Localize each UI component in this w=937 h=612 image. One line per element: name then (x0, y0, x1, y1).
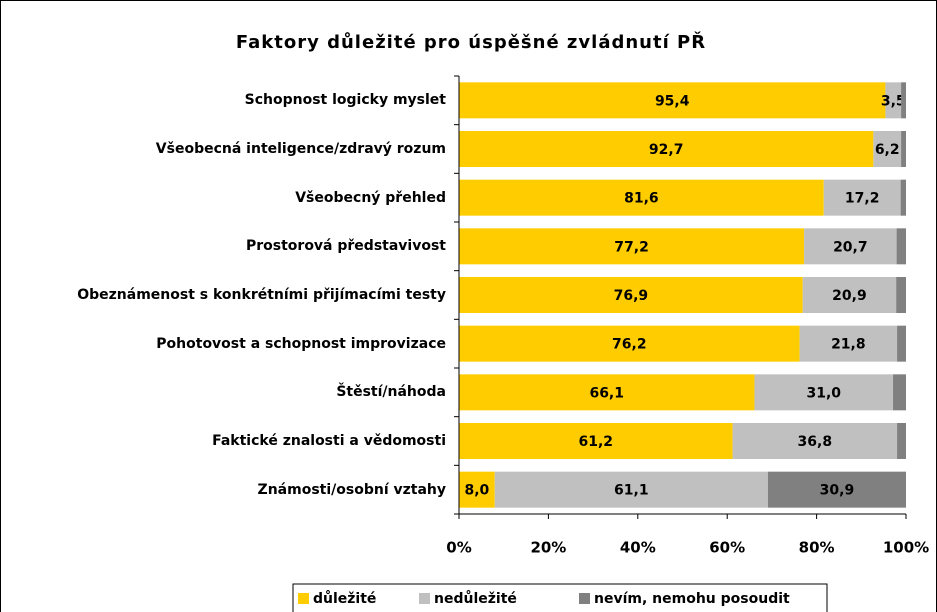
legend-swatch (579, 593, 590, 604)
category-label: Štěstí/náhoda (26, 370, 446, 414)
bar-segment (459, 228, 805, 265)
legend-swatch (419, 593, 430, 604)
category-label: Obeznámenost s konkrétními přijímacími t… (26, 273, 446, 317)
data-label: 21,8 (831, 337, 866, 353)
data-label: 6,2 (875, 142, 900, 158)
bar-segment (885, 82, 902, 119)
category-label: Prostorová představivost (26, 224, 446, 268)
legend-label: nevím, nemohu posoudit (594, 591, 790, 607)
chart-title: Faktory důležité pro úspěšné zvládnutí P… (236, 31, 706, 53)
bar-segment (732, 423, 898, 459)
legend-swatch (298, 593, 309, 604)
legend-label: důležité (313, 590, 376, 607)
data-label: 61,1 (614, 483, 649, 499)
bar-segment (802, 277, 897, 313)
x-tick-label: 60% (709, 539, 745, 557)
data-label: 36,8 (798, 434, 833, 450)
category-label: Pohotovost a schopnost improvizace (26, 322, 446, 366)
bar-segment (459, 277, 803, 313)
category-text: Obeznámenost s konkrétními přijímacími t… (77, 287, 446, 303)
data-label: 31,0 (806, 385, 841, 401)
bar-segment (754, 374, 894, 411)
data-label: 3,5 (881, 93, 906, 109)
category-text: Všeobecná inteligence/zdravý rozum (155, 141, 446, 157)
bar-segment (799, 325, 898, 362)
bar-segment (897, 423, 906, 459)
data-label: 30,9 (820, 483, 855, 499)
category-label: Všeobecná inteligence/zdravý rozum (26, 127, 446, 171)
category-text: Všeobecný přehled (295, 189, 446, 206)
x-tick-label: 0% (446, 539, 471, 557)
x-tick-label: 80% (799, 539, 835, 557)
data-label: 76,9 (614, 288, 649, 304)
data-label: 66,1 (589, 385, 624, 401)
x-tick-label: 20% (530, 539, 566, 557)
data-label: 20,7 (833, 239, 868, 255)
bar-segment (767, 471, 906, 508)
bar-segment (804, 228, 897, 265)
data-label: 17,2 (845, 191, 880, 207)
category-label: Známosti/osobní vztahy (26, 468, 446, 512)
legend-box (292, 583, 828, 612)
bar-segment (893, 374, 906, 411)
bar-segment (459, 82, 886, 119)
legend-label: nedůležité (434, 590, 517, 607)
category-text: Faktické znalosti a vědomosti (212, 433, 446, 449)
category-label: Schopnost logicky myslet (26, 78, 446, 122)
category-text: Pohotovost a schopnost improvizace (156, 335, 446, 352)
bar-segment (897, 325, 906, 362)
category-text: Prostorová představivost (245, 238, 446, 255)
data-label: 61,2 (579, 434, 614, 450)
data-label: 77,2 (614, 239, 649, 255)
data-label: 92,7 (649, 142, 684, 158)
bar-segment (494, 471, 768, 508)
bar-segment (459, 179, 824, 216)
category-text: Známosti/osobní vztahy (257, 481, 446, 498)
bar-segment (459, 423, 733, 459)
data-label: 8,0 (464, 483, 489, 499)
data-label: 81,6 (624, 191, 659, 207)
bar-segment (459, 471, 495, 508)
x-tick-label: 100% (883, 539, 929, 557)
category-label: Faktické znalosti a vědomosti (26, 419, 446, 463)
category-text: Schopnost logicky myslet (244, 92, 446, 109)
bar-segment (900, 179, 906, 216)
bar-segment (459, 131, 874, 167)
bar-segment (823, 179, 901, 216)
category-text: Štěstí/náhoda (336, 384, 446, 401)
bar-segment (901, 82, 906, 119)
bar-segment (901, 131, 906, 167)
bar-segment (873, 131, 902, 167)
data-label: 95,4 (655, 93, 690, 109)
bar-segment (896, 277, 906, 313)
bar-segment (896, 228, 906, 265)
bar-segment (459, 374, 755, 411)
data-label: 20,9 (832, 288, 867, 304)
bar-segment (459, 325, 800, 362)
x-tick-label: 40% (620, 539, 656, 557)
data-label: 76,2 (612, 337, 647, 353)
category-label: Všeobecný přehled (26, 176, 446, 220)
